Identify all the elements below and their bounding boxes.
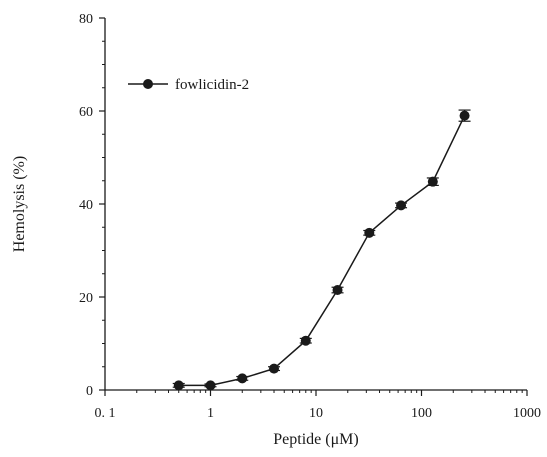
data-point [205,380,216,391]
data-point [332,285,343,296]
x-tick-label: 100 [411,406,432,421]
legend-marker [143,79,153,89]
plot-area [172,109,471,391]
axes: 0 20 40 60 80 0. 1 1 10 100 1000 [79,12,541,421]
x-tick-label: 1000 [513,406,541,421]
data-point [427,176,438,187]
data-point [396,200,407,211]
y-tick-label: 20 [79,291,93,306]
x-tick-label: 1 [207,406,214,421]
y-axis-title: Hemolysis (%) [11,156,28,252]
x-tick-label: 0. 1 [95,406,116,421]
y-tick-label: 0 [86,384,93,399]
series-line [178,115,466,387]
data-point [173,380,184,391]
legend: fowlicidin-2 [128,77,249,93]
data-point [364,227,375,238]
y-tick-label: 60 [79,105,93,120]
data-point [269,363,280,374]
x-axis-title: Peptide (μM) [273,431,358,448]
y-tick-label: 80 [79,12,93,27]
x-tick-label: 10 [309,406,323,421]
legend-label: fowlicidin-2 [175,77,249,93]
data-point [237,373,248,384]
data-point [459,110,470,121]
y-tick-label: 40 [79,198,93,213]
data-point [300,335,311,346]
